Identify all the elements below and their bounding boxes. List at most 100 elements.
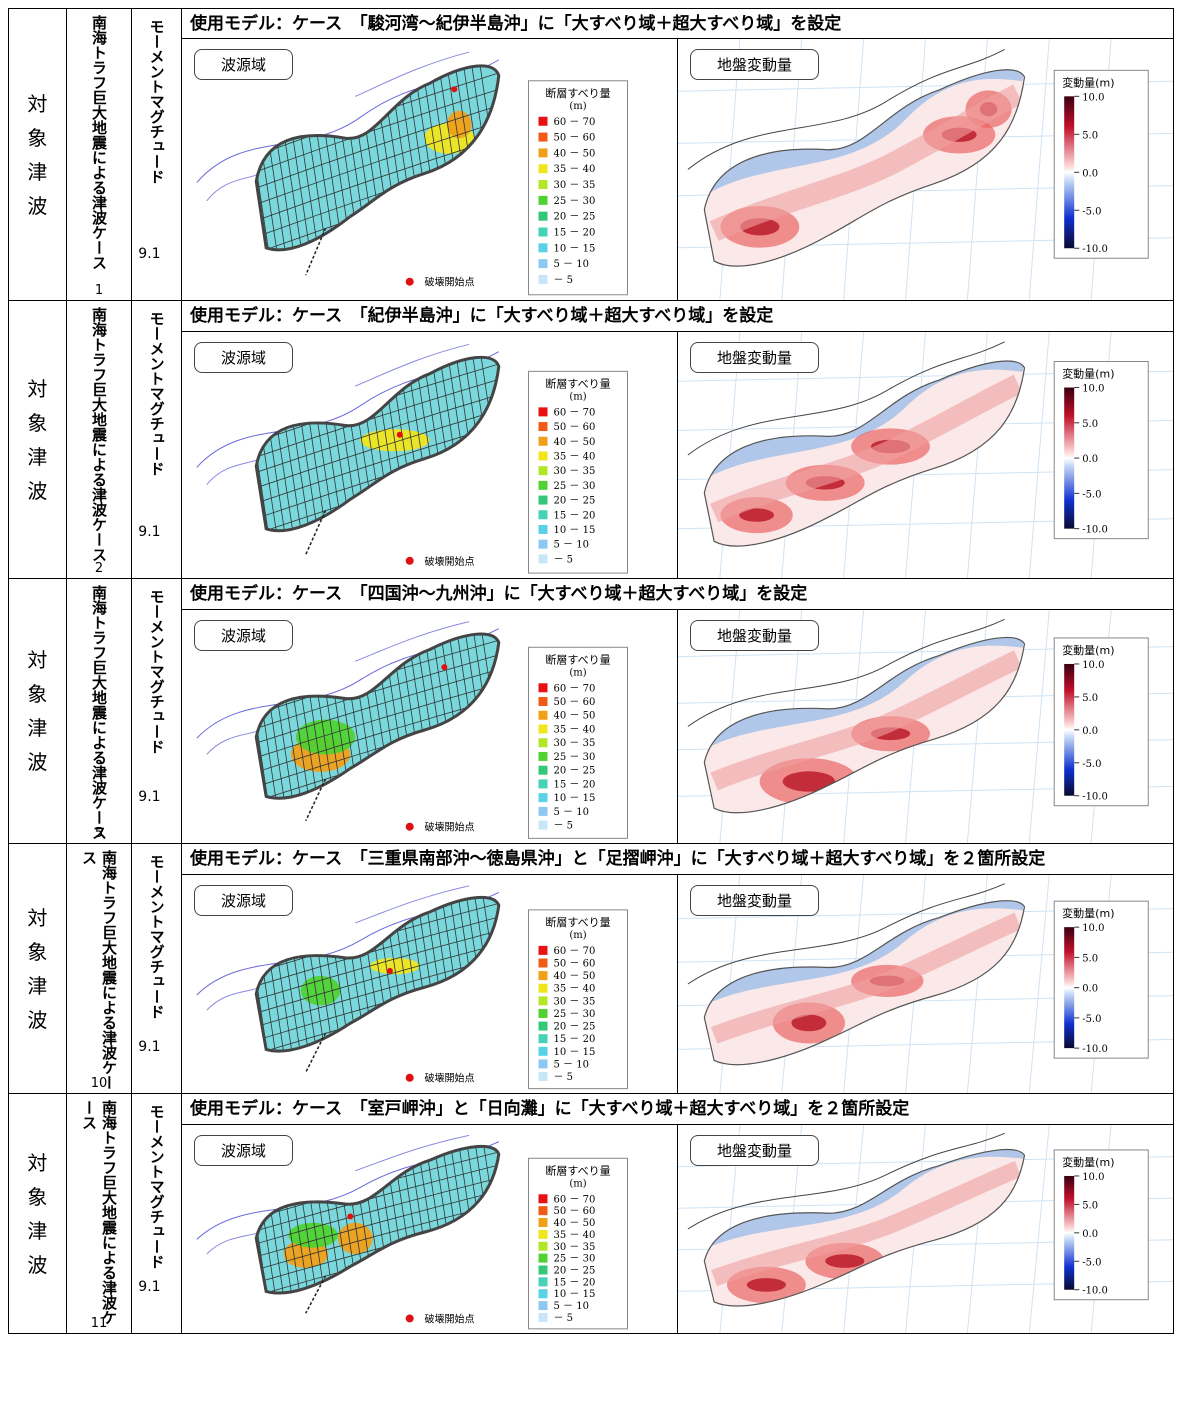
- deformation-map: 変動量(m) 10.0 5.0 0.0 -5.0 -10.0: [678, 39, 1174, 300]
- case-name-cell: 南海トラフ巨大地震による津波ケース 1: [67, 9, 133, 300]
- slip-legend-swatch: [538, 1218, 548, 1228]
- epicenter-legend-label: 破壊開始点: [425, 821, 475, 834]
- deformation-map: 変動量(m) 10.0 5.0 0.0 -5.0 -10.0: [678, 332, 1174, 578]
- deformation-panel: 変動量(m) 10.0 5.0 0.0 -5.0 -10.0 地盤変動量: [678, 610, 1174, 843]
- case-row: 対象津波南海トラフ巨大地震による津波ケース 10 モーメントマグチュード 9.1 使用モ…: [8, 844, 1174, 1094]
- case-name-cell: 南海トラフ巨大地震による津波ケース 2: [67, 301, 133, 578]
- slip-legend-range: 15 － 20: [554, 779, 596, 790]
- deformation-map: 変動量(m) 10.0 5.0 0.0 -5.0 -10.0: [678, 1125, 1174, 1333]
- target-tsunami-char: 波: [27, 750, 48, 774]
- slip-legend-swatch: [538, 227, 548, 237]
- slip-legend-range: 15 － 20: [554, 510, 596, 521]
- deformation-map: 変動量(m) 10.0 5.0 0.0 -5.0 -10.0: [678, 610, 1174, 843]
- deformation-colorbar: [1064, 387, 1075, 529]
- target-tsunami-char: 津: [27, 716, 48, 740]
- slip-area-outline: [254, 355, 501, 533]
- target-tsunami-char: 波: [27, 1252, 48, 1277]
- slip-legend-swatch: [538, 1301, 548, 1311]
- deformation-colorbar: [1064, 927, 1075, 1049]
- target-tsunami-char: 波: [27, 193, 48, 218]
- magnitude-value: 9.1: [138, 246, 161, 262]
- trench-line: [305, 510, 327, 555]
- case-name: 南海トラフ巨大地震による津波ケース: [89, 585, 108, 840]
- epicenter-marker: [451, 86, 458, 93]
- slip-legend-range: 5 － 10: [554, 1059, 589, 1070]
- slip-area-outline: [254, 1144, 501, 1295]
- case-model-title: 使用モデル：ケース 「四国沖～九州沖」に「大すべり域＋超大すべり域」を設定: [182, 579, 1174, 610]
- slip-legend-range: 35 － 40: [554, 164, 596, 175]
- source-area-label: 波源域: [194, 49, 294, 80]
- slip-legend-range: 50 － 60: [554, 422, 596, 433]
- epicenter-legend-label: 破壊開始点: [425, 1072, 475, 1085]
- slip-legend-swatch: [538, 274, 548, 284]
- case-number: 10: [90, 1076, 108, 1091]
- deformation-colorbar: [1064, 663, 1075, 796]
- magnitude-cell: モーメントマグチュード 9.1: [132, 1094, 183, 1333]
- coastline: [687, 341, 1005, 456]
- target-tsunami-char: 対: [27, 376, 48, 401]
- epicenter-legend-label: 破壊開始点: [425, 1312, 475, 1325]
- source-area-label: 波源域: [194, 342, 294, 373]
- case-detail-cell: 使用モデル：ケース 「駿河湾～紀伊半島沖」に「大すべり域＋超大すべり域」を設定断…: [182, 9, 1174, 300]
- target-tsunami-char: 津: [27, 1218, 48, 1243]
- case-name: 南海トラフ巨大地震による津波ケース: [79, 850, 118, 1090]
- deformation-legend: 変動量(m) 10.0 5.0 0.0 -5.0 -10.0: [1053, 637, 1149, 807]
- epicenter-legend-dot: [405, 822, 414, 831]
- target-tsunami-char: 津: [27, 973, 48, 998]
- slip-area-outline: [254, 632, 501, 800]
- slip-legend-swatch: [538, 436, 548, 446]
- slip-legend-range: 60 － 70: [554, 1194, 596, 1205]
- source-area-label: 波源域: [194, 885, 294, 916]
- target-tsunami-label: 対象津波: [9, 844, 67, 1093]
- slip-legend-range: 10 － 15: [554, 793, 596, 804]
- slip-legend-unit: (m): [569, 101, 586, 112]
- deformation-tick-label: 5.0: [1082, 693, 1098, 704]
- target-tsunami-char: 象: [27, 1184, 48, 1209]
- slip-legend-swatch: [538, 132, 548, 142]
- case-model-title: 使用モデル：ケース 「三重県南部沖～徳島県沖」と「足摺岬沖」に「大すべり域＋超大…: [182, 844, 1174, 875]
- slip-legend-range: 35 － 40: [554, 1230, 596, 1241]
- trench-line: [305, 1032, 327, 1073]
- deformation-tick-label: 0.0: [1082, 1229, 1098, 1240]
- slip-legend-range: 30 － 35: [554, 738, 596, 749]
- slip-legend-swatch: [538, 495, 548, 505]
- slip-legend-range: 10 － 15: [554, 1047, 596, 1058]
- slip-legend-unit: (m): [569, 930, 586, 941]
- deformation-tick-label: -5.0: [1082, 206, 1101, 217]
- slip-legend-swatch: [538, 996, 548, 1006]
- deformation-map: 変動量(m) 10.0 5.0 0.0 -5.0 -10.0: [678, 875, 1174, 1093]
- deformation-outline: [703, 636, 1026, 814]
- slip-legend-swatch: [538, 793, 548, 803]
- slip-legend-swatch: [538, 971, 548, 981]
- epicenter-legend-label: 破壊開始点: [425, 555, 475, 568]
- slip-legend-swatch: [538, 148, 548, 158]
- source-area-panel: 断層すべり量 (m) 60 － 70 50 － 60 40 － 50 35 － 40 30 …: [182, 39, 679, 300]
- slip-legend-range: 15 － 20: [554, 228, 596, 239]
- target-tsunami-char: 波: [27, 1007, 48, 1032]
- slip-legend-swatch: [538, 751, 548, 761]
- deformation-tick-label: -5.0: [1082, 1014, 1101, 1025]
- deformation-tick-label: -10.0: [1082, 792, 1108, 803]
- slip-legend-swatch: [538, 195, 548, 205]
- slip-legend-swatch: [538, 724, 548, 734]
- slip-legend-swatch: [538, 180, 548, 190]
- slip-legend-swatch: [538, 1034, 548, 1044]
- deformation-tick-label: -5.0: [1082, 759, 1101, 770]
- slip-legend-swatch: [538, 1265, 548, 1275]
- slip-legend-swatch: [538, 697, 548, 707]
- slip-legend-range: 5 － 10: [554, 259, 589, 270]
- slip-legend-swatch: [538, 945, 548, 955]
- slip-legend-swatch: [538, 1194, 548, 1204]
- slip-legend-range: 35 － 40: [554, 451, 596, 462]
- case-number: 11: [90, 1316, 108, 1331]
- target-tsunami-label: 対象津波: [9, 1094, 67, 1333]
- slip-legend-range: 60 － 70: [554, 407, 596, 418]
- coastline: [687, 1132, 1005, 1230]
- source-area-panel: 断層すべり量 (m) 60 － 70 50 － 60 40 － 50 35 － 40 30 …: [182, 332, 679, 578]
- moment-magnitude-label: モーメントマグチュード: [147, 1104, 166, 1269]
- deformation-legend: 変動量(m) 10.0 5.0 0.0 -5.0 -10.0: [1053, 900, 1149, 1059]
